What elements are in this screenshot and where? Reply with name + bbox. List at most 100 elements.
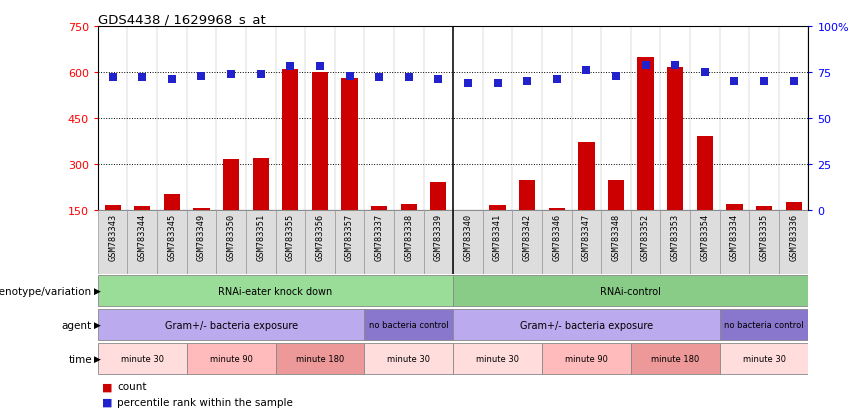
Text: GSM783357: GSM783357 bbox=[345, 214, 354, 261]
Text: GDS4438 / 1629968_s_at: GDS4438 / 1629968_s_at bbox=[98, 13, 266, 26]
Text: GSM783347: GSM783347 bbox=[582, 214, 591, 261]
Text: GSM783356: GSM783356 bbox=[316, 214, 324, 261]
Bar bbox=[489, 206, 505, 210]
Text: GSM783334: GSM783334 bbox=[730, 214, 739, 261]
Bar bbox=[98, 210, 128, 274]
Text: GSM783355: GSM783355 bbox=[286, 214, 294, 261]
Bar bbox=[311, 73, 328, 210]
Bar bbox=[549, 209, 565, 210]
Point bbox=[520, 78, 534, 85]
Bar bbox=[186, 343, 276, 375]
Text: Gram+/- bacteria exposure: Gram+/- bacteria exposure bbox=[164, 320, 298, 330]
Bar bbox=[453, 343, 542, 375]
Bar bbox=[631, 343, 720, 375]
Text: GSM783353: GSM783353 bbox=[671, 214, 680, 261]
Text: GSM783351: GSM783351 bbox=[256, 214, 266, 261]
Bar bbox=[401, 205, 417, 210]
Point bbox=[431, 77, 445, 83]
Bar bbox=[223, 160, 239, 210]
Bar bbox=[756, 206, 772, 210]
Bar bbox=[637, 57, 654, 210]
Bar bbox=[572, 210, 601, 274]
Point bbox=[135, 75, 149, 81]
Bar bbox=[186, 210, 216, 274]
Text: RNAi-control: RNAi-control bbox=[600, 286, 661, 296]
Bar bbox=[453, 275, 808, 307]
Text: minute 90: minute 90 bbox=[565, 354, 608, 363]
Text: minute 30: minute 30 bbox=[387, 354, 431, 363]
Text: ▶: ▶ bbox=[94, 287, 101, 296]
Text: no bacteria control: no bacteria control bbox=[369, 320, 448, 330]
Bar bbox=[608, 180, 624, 210]
Bar bbox=[134, 206, 151, 210]
Point bbox=[225, 71, 238, 78]
Bar bbox=[364, 309, 453, 341]
Text: GSM783350: GSM783350 bbox=[226, 214, 236, 261]
Point bbox=[283, 64, 297, 71]
Text: GSM783348: GSM783348 bbox=[612, 214, 620, 261]
Bar bbox=[128, 210, 157, 274]
Point bbox=[402, 75, 415, 81]
Bar bbox=[424, 210, 453, 274]
Bar bbox=[720, 309, 808, 341]
Text: RNAi-eater knock down: RNAi-eater knock down bbox=[219, 286, 333, 296]
Bar bbox=[193, 209, 209, 210]
Text: ▶: ▶ bbox=[94, 354, 101, 363]
Text: GSM783354: GSM783354 bbox=[700, 214, 710, 261]
Bar bbox=[453, 309, 720, 341]
Bar bbox=[431, 183, 447, 210]
Bar bbox=[98, 309, 364, 341]
Point bbox=[165, 77, 179, 83]
Point bbox=[580, 68, 593, 74]
Bar bbox=[98, 343, 186, 375]
Bar bbox=[276, 343, 364, 375]
Text: minute 30: minute 30 bbox=[743, 354, 785, 363]
Point bbox=[254, 71, 267, 78]
Point bbox=[373, 75, 386, 81]
Bar bbox=[364, 343, 453, 375]
Point bbox=[609, 73, 623, 80]
Text: GSM783338: GSM783338 bbox=[404, 214, 414, 261]
Bar bbox=[726, 204, 743, 210]
Text: GSM783337: GSM783337 bbox=[374, 214, 384, 261]
Text: ■: ■ bbox=[102, 381, 112, 391]
Bar bbox=[542, 343, 631, 375]
Bar bbox=[578, 143, 595, 210]
Text: no bacteria control: no bacteria control bbox=[724, 320, 804, 330]
Bar bbox=[276, 210, 306, 274]
Bar bbox=[785, 203, 802, 210]
Text: GSM783349: GSM783349 bbox=[197, 214, 206, 261]
Bar bbox=[667, 68, 683, 210]
Point bbox=[757, 78, 771, 85]
Point bbox=[639, 62, 653, 69]
Point bbox=[491, 81, 505, 87]
Text: count: count bbox=[117, 381, 147, 391]
Bar bbox=[334, 210, 364, 274]
Bar bbox=[519, 180, 535, 210]
Bar bbox=[371, 206, 387, 210]
Bar bbox=[660, 210, 690, 274]
Text: minute 180: minute 180 bbox=[296, 354, 344, 363]
Text: minute 90: minute 90 bbox=[209, 354, 253, 363]
Text: percentile rank within the sample: percentile rank within the sample bbox=[117, 397, 294, 407]
Bar bbox=[697, 137, 713, 210]
Text: GSM783335: GSM783335 bbox=[760, 214, 768, 261]
Bar bbox=[720, 210, 749, 274]
Bar bbox=[341, 79, 357, 210]
Text: GSM783341: GSM783341 bbox=[493, 214, 502, 261]
Point bbox=[106, 75, 119, 81]
Text: ■: ■ bbox=[102, 397, 112, 407]
Text: Gram+/- bacteria exposure: Gram+/- bacteria exposure bbox=[520, 320, 653, 330]
Bar bbox=[98, 275, 453, 307]
Bar bbox=[720, 343, 808, 375]
Bar bbox=[483, 210, 512, 274]
Text: minute 30: minute 30 bbox=[121, 354, 163, 363]
Text: GSM783339: GSM783339 bbox=[434, 214, 443, 261]
Text: minute 30: minute 30 bbox=[476, 354, 519, 363]
Bar bbox=[601, 210, 631, 274]
Bar bbox=[105, 206, 121, 210]
Bar bbox=[690, 210, 720, 274]
Text: time: time bbox=[68, 354, 92, 364]
Bar bbox=[779, 210, 808, 274]
Text: GSM783352: GSM783352 bbox=[641, 214, 650, 261]
